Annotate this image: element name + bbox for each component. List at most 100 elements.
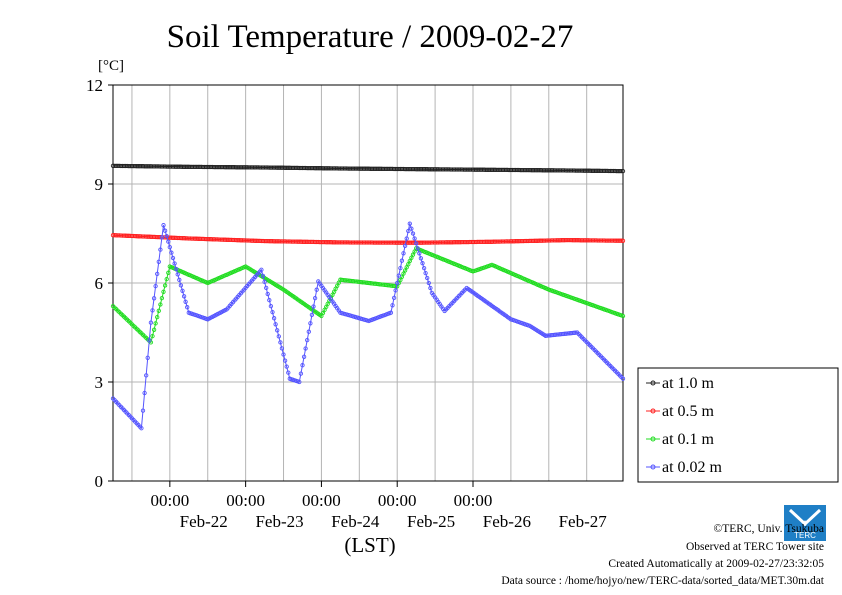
data-point	[183, 299, 188, 304]
x-tick-date-label: Feb-27	[559, 512, 608, 531]
data-point	[155, 271, 160, 277]
data-point	[402, 268, 408, 273]
data-point	[306, 329, 311, 334]
data-point	[421, 265, 427, 271]
data-point	[150, 308, 155, 313]
data-point	[159, 295, 165, 301]
data-point	[410, 231, 416, 236]
data-point	[423, 270, 428, 276]
y-axis: 0 3 6 9 12	[86, 76, 113, 491]
data-point	[418, 256, 424, 261]
series-line	[112, 221, 624, 430]
data-point	[164, 234, 169, 239]
data-point	[161, 223, 166, 228]
y-tick-label: 12	[86, 76, 103, 95]
data-point	[393, 288, 398, 293]
data-point	[395, 280, 400, 286]
data-point	[142, 390, 147, 396]
data-point	[259, 267, 264, 272]
data-point	[308, 321, 313, 326]
x-tick-date-label: Feb-23	[255, 512, 303, 531]
data-point	[305, 337, 310, 343]
data-point	[284, 364, 289, 369]
y-tick-label: 3	[95, 373, 104, 392]
data-point	[262, 279, 267, 285]
data-point	[170, 255, 176, 261]
data-point	[178, 283, 184, 288]
data-point	[415, 246, 420, 251]
data-point	[412, 249, 417, 254]
legend-label: at 1.0 m	[662, 375, 715, 392]
data-point	[619, 168, 624, 174]
data-point	[303, 346, 308, 351]
data-point	[388, 310, 394, 315]
data-point	[398, 265, 403, 271]
legend: at 1.0 m at 0.5 m at 0.1 m at 0.02 m	[637, 367, 839, 483]
source-text: Data source : /home/hojyo/new/TERC-data/…	[501, 575, 824, 587]
data-point	[396, 273, 401, 278]
copyright-text: ©TERC, Univ. Tsukuba	[714, 523, 824, 535]
data-point	[153, 321, 158, 326]
data-point	[169, 250, 174, 255]
data-point	[151, 327, 157, 332]
data-point	[156, 308, 161, 313]
data-point	[174, 266, 179, 272]
data-point	[162, 283, 168, 288]
data-point	[180, 288, 185, 293]
data-point	[162, 228, 168, 233]
data-point	[264, 285, 269, 291]
data-point	[150, 333, 155, 339]
y-tick-label: 9	[95, 175, 104, 194]
data-point	[425, 275, 430, 281]
data-point	[172, 261, 177, 266]
data-point	[147, 338, 152, 343]
data-point	[271, 316, 277, 321]
data-point	[417, 251, 422, 256]
legend-swatch-marker	[650, 380, 656, 386]
data-point	[158, 302, 163, 307]
legend-label: at 0.02 m	[662, 459, 723, 476]
series-at-0-1-m	[110, 246, 626, 345]
data-point	[620, 168, 626, 174]
data-point	[276, 334, 281, 339]
data-point	[404, 236, 409, 241]
data-point	[181, 294, 187, 299]
x-tick-time-label: 00:00	[454, 491, 493, 510]
data-point	[156, 259, 161, 264]
series-at-0-02-m	[110, 221, 626, 431]
data-point	[161, 289, 166, 294]
y-tick-label: 6	[95, 274, 104, 293]
data-point	[164, 276, 169, 282]
data-point	[279, 346, 285, 351]
data-point	[278, 340, 283, 345]
series-line	[112, 247, 624, 344]
created-text: Created Automatically at 2009-02-27/23:3…	[608, 558, 824, 570]
data-point	[151, 296, 157, 301]
legend-box	[637, 367, 839, 483]
series-at-0-5-m	[110, 233, 626, 245]
data-point	[177, 277, 182, 283]
legend-label: at 0.1 m	[662, 431, 715, 448]
data-point	[426, 280, 431, 286]
data-point	[409, 226, 414, 231]
data-point	[297, 379, 302, 385]
data-point	[166, 239, 171, 244]
data-point	[402, 243, 408, 249]
x-tick-time-label: 00:00	[226, 491, 265, 510]
data-point	[153, 283, 158, 289]
data-point	[167, 244, 172, 250]
data-point	[619, 238, 624, 243]
water-drop-icon	[803, 520, 807, 526]
data-point	[265, 291, 270, 297]
data-point	[401, 251, 406, 256]
data-point	[390, 303, 395, 308]
data-point	[270, 309, 275, 315]
chart-title: Soil Temperature / 2009-02-27	[167, 19, 574, 55]
data-point	[410, 252, 416, 257]
terc-logo: TERC	[784, 505, 826, 541]
x-axis-label: (LST)	[344, 533, 395, 557]
x-tick-time-label: 00:00	[302, 491, 341, 510]
data-point	[159, 235, 165, 240]
x-tick-date-label: Feb-24	[331, 512, 380, 531]
